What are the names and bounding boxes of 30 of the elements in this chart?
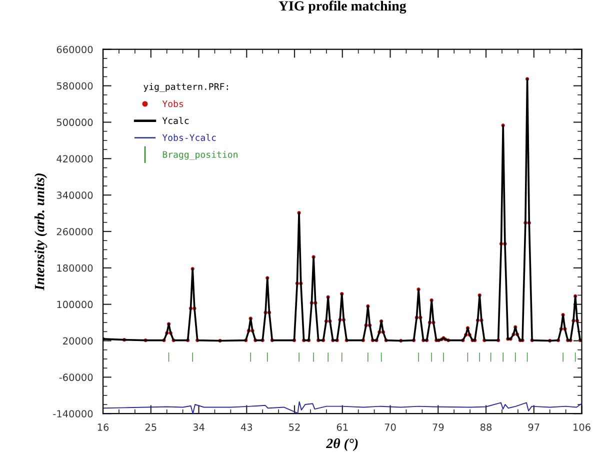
y-tick-label: 100000 xyxy=(57,300,93,308)
legend-label: Yobs-Ycalc xyxy=(162,134,216,141)
legend-label: Yobs xyxy=(162,100,184,108)
legend-label: Ycalc xyxy=(162,117,189,124)
y-tick-label: 420000 xyxy=(56,155,93,162)
y-tick-label: -60000 xyxy=(59,374,93,382)
x-tick-label: 88 xyxy=(480,423,492,431)
y-axis-title: Intensity (arb. units) xyxy=(34,174,48,290)
x-tick-label: 97 xyxy=(528,423,540,431)
x-tick-label: 25 xyxy=(145,423,156,431)
y-tick-label: -140000 xyxy=(53,410,93,418)
x-tick-label: 43 xyxy=(240,423,252,431)
legend-label: Bragg_position xyxy=(162,150,238,160)
x-axis-title: 2θ (°) xyxy=(326,438,358,451)
y-tick-label: 500000 xyxy=(56,118,93,126)
x-tick-label: 70 xyxy=(384,423,396,431)
chart-title: YIG profile matching xyxy=(278,0,406,14)
y-tick-label: 340000 xyxy=(56,192,93,199)
legend-title: yig_pattern.PRF: xyxy=(144,83,228,92)
y-tick-label: 580000 xyxy=(56,82,93,90)
x-tick-label: 79 xyxy=(432,423,444,431)
y-tick-label: 260000 xyxy=(56,228,93,236)
x-tick-label: 34 xyxy=(193,423,204,431)
x-tick-label: 16 xyxy=(98,423,109,431)
x-tick-label: 52 xyxy=(289,423,300,431)
y-tick-label: 180000 xyxy=(57,264,93,272)
x-tick-label: 106 xyxy=(574,423,590,431)
x-tick-label: 61 xyxy=(336,423,348,431)
y-tick-label: 660000 xyxy=(56,46,93,54)
y-tick-label: 20000 xyxy=(63,337,93,345)
